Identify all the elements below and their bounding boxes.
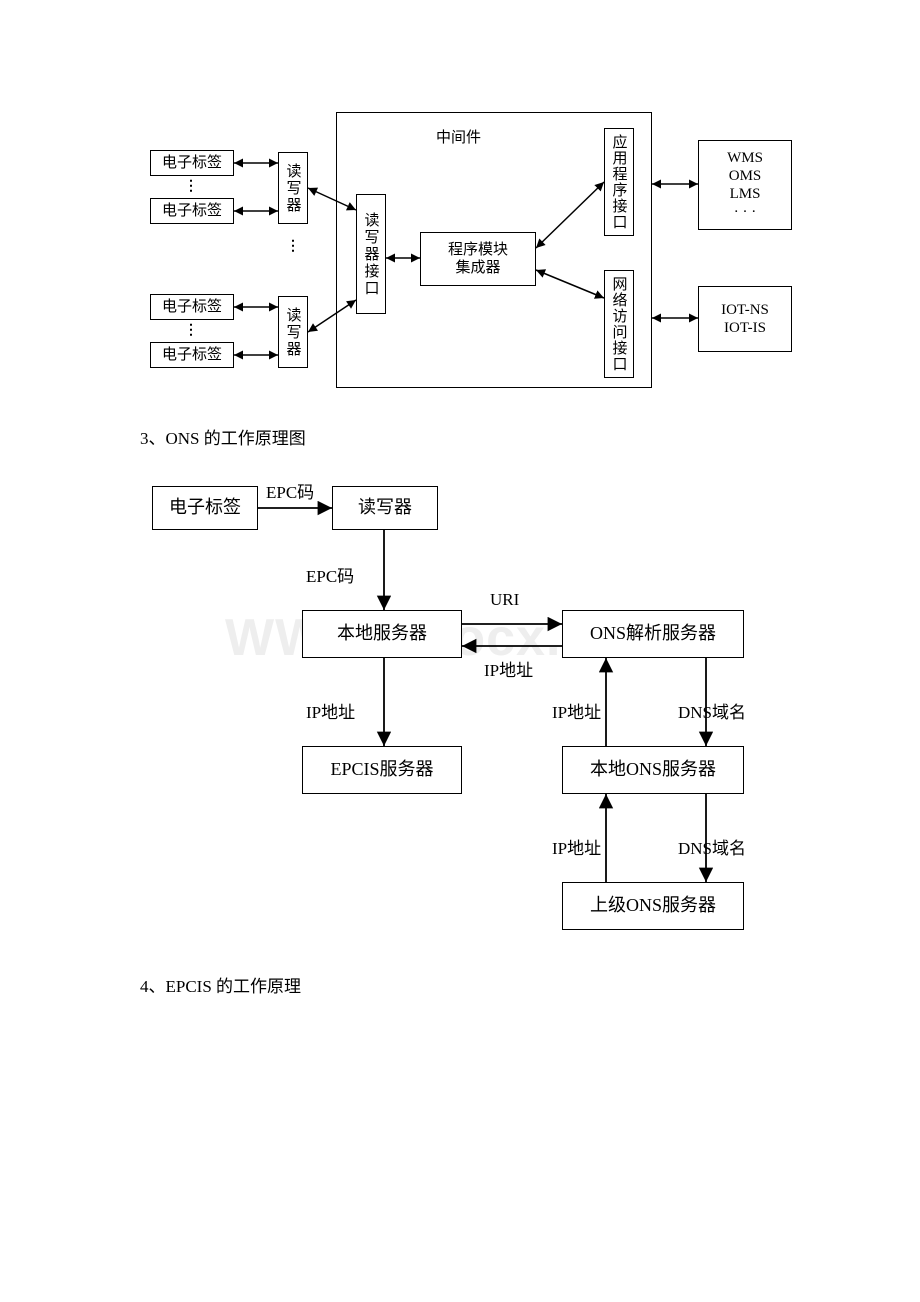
reader-1: 读写器 xyxy=(278,152,308,224)
d2-upper-ons: 上级ONS服务器 xyxy=(562,882,744,930)
d2-reader: 读写器 xyxy=(332,486,438,530)
app-interface: 应用程序接口 xyxy=(604,128,634,236)
d2-local-ons: 本地ONS服务器 xyxy=(562,746,744,794)
reader-interface-text: 读写器接口 xyxy=(361,212,382,297)
tag-2: 电子标签 xyxy=(150,198,234,224)
heading-3: 3、ONS 的工作原理图 xyxy=(140,424,306,449)
d2-epc1-label: EPC码 xyxy=(266,478,314,503)
d2-ons-resolver: ONS解析服务器 xyxy=(562,610,744,658)
d2-dns1-label: DNS域名 xyxy=(678,698,746,723)
d2-local-server: 本地服务器 xyxy=(302,610,462,658)
d2-epcis: EPCIS服务器 xyxy=(302,746,462,794)
app-interface-text: 应用程序接口 xyxy=(609,134,630,230)
dots-3: ⋮ xyxy=(284,238,304,255)
page: 中间件 电子标签 ⋮ 电子标签 电子标签 ⋮ 电子标签 读写器 ⋮ 读写器 读写… xyxy=(0,0,920,1302)
net-interface: 网络访问接口 xyxy=(604,270,634,378)
right-bottom-box: IOT-NS IOT-IS xyxy=(698,286,792,352)
d2-ip4-label: IP地址 xyxy=(552,834,601,859)
d2-dns2-label: DNS域名 xyxy=(678,834,746,859)
d2-tag: 电子标签 xyxy=(152,486,258,530)
tag-1: 电子标签 xyxy=(150,150,234,176)
d2-ip3-label: IP地址 xyxy=(552,698,601,723)
middleware-title: 中间件 xyxy=(436,126,481,147)
dots-2: ⋮ xyxy=(182,322,202,339)
reader-2: 读写器 xyxy=(278,296,308,368)
heading-4: 4、EPCIS 的工作原理 xyxy=(140,972,301,997)
reader-1-text: 读写器 xyxy=(283,163,304,214)
dots-1: ⋮ xyxy=(182,178,202,195)
tag-3: 电子标签 xyxy=(150,294,234,320)
d2-epc2-label: EPC码 xyxy=(306,562,354,587)
right-top-box: WMS OMS LMS · · · xyxy=(698,140,792,230)
program-module: 程序模块 集成器 xyxy=(420,232,536,286)
d2-ip2-label: IP地址 xyxy=(306,698,355,723)
d2-uri-label: URI xyxy=(490,590,519,610)
d2-ip1-label: IP地址 xyxy=(484,656,533,681)
tag-4: 电子标签 xyxy=(150,342,234,368)
reader-interface: 读写器接口 xyxy=(356,194,386,314)
reader-2-text: 读写器 xyxy=(283,307,304,358)
net-interface-text: 网络访问接口 xyxy=(609,276,630,372)
